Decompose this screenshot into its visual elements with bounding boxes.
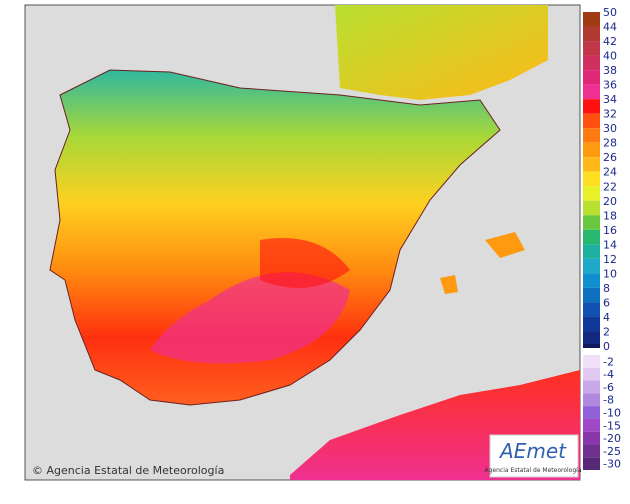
legend-swatch <box>583 331 600 346</box>
legend-label: 6 <box>603 296 610 309</box>
legend-label: 16 <box>603 224 617 237</box>
legend-swatch <box>583 367 600 381</box>
legend-swatch <box>583 431 600 445</box>
legend-label: -4 <box>603 368 614 381</box>
hot-zone <box>260 238 350 288</box>
legend-label: 32 <box>603 108 617 121</box>
legend-label: 50 <box>603 6 617 19</box>
legend-swatch <box>583 55 600 71</box>
legend-label: 4 <box>603 311 610 324</box>
legend: 5044424038363432302826242220181614121086… <box>583 6 621 471</box>
balearic-islands <box>485 232 525 258</box>
legend-label: 44 <box>603 21 617 34</box>
legend-label: -15 <box>603 419 621 432</box>
legend-swatch <box>583 215 600 230</box>
legend-swatch <box>583 457 600 470</box>
legend-label: 14 <box>603 238 617 251</box>
legend-label: -30 <box>603 458 621 471</box>
legend-label: 40 <box>603 50 617 63</box>
legend-label: 22 <box>603 180 617 193</box>
iberia <box>49 69 501 406</box>
logo: AEmet <box>498 439 567 463</box>
legend-swatch <box>583 355 600 368</box>
legend-swatch <box>583 444 600 458</box>
legend-label: 26 <box>603 151 617 164</box>
legend-swatch <box>583 70 600 85</box>
legend-swatch <box>583 273 600 288</box>
legend-swatch <box>583 26 600 42</box>
legend-label: -6 <box>603 381 614 394</box>
balearic-islands <box>440 275 458 294</box>
legend-swatch <box>583 229 600 245</box>
legend-label: 36 <box>603 79 617 92</box>
logo-subtitle: Agencia Estatal de Meteorología <box>485 467 582 474</box>
legend-swatch <box>583 200 600 216</box>
legend-label: 2 <box>603 325 610 338</box>
legend-label: -2 <box>603 355 614 368</box>
legend-label: 38 <box>603 64 617 77</box>
legend-swatch <box>583 171 600 187</box>
hot-zone <box>150 272 350 364</box>
legend-label: -25 <box>603 445 621 458</box>
legend-swatch <box>583 380 600 394</box>
france <box>335 5 548 100</box>
legend-swatch <box>583 406 600 419</box>
legend-swatch <box>583 157 600 172</box>
logo-box <box>489 434 579 478</box>
legend-swatch <box>583 393 600 407</box>
legend-swatch <box>583 186 600 201</box>
credit: © Agencia Estatal de Meteorología <box>32 464 224 477</box>
legend-label: 24 <box>603 166 617 179</box>
legend-swatch <box>583 316 600 332</box>
legend-swatch <box>583 258 600 274</box>
legend-swatch <box>583 113 600 129</box>
legend-label: 34 <box>603 93 617 106</box>
legend-label: 30 <box>603 122 617 135</box>
legend-swatch <box>583 41 600 56</box>
legend-label: 18 <box>603 209 617 222</box>
legend-swatch <box>583 244 600 259</box>
legend-label: 0 <box>603 340 610 353</box>
legend-label: -10 <box>603 407 621 420</box>
legend-swatch <box>583 99 600 114</box>
legend-swatch <box>583 142 600 158</box>
legend-label: -20 <box>603 432 621 445</box>
legend-label: 20 <box>603 195 617 208</box>
legend-swatch <box>583 344 600 348</box>
legend-label: -8 <box>603 394 614 407</box>
legend-swatch <box>583 128 600 143</box>
legend-label: 12 <box>603 253 617 266</box>
legend-swatch <box>583 12 600 27</box>
legend-label: 10 <box>603 267 617 280</box>
legend-label: 8 <box>603 282 610 295</box>
legend-swatch <box>583 84 600 100</box>
credit-text: Agencia Estatal de Meteorología <box>47 464 225 477</box>
legend-swatch <box>583 302 600 317</box>
legend-swatch <box>583 287 600 303</box>
legend-label: 42 <box>603 35 617 48</box>
legend-label: 28 <box>603 137 617 150</box>
legend-swatch <box>583 418 600 432</box>
